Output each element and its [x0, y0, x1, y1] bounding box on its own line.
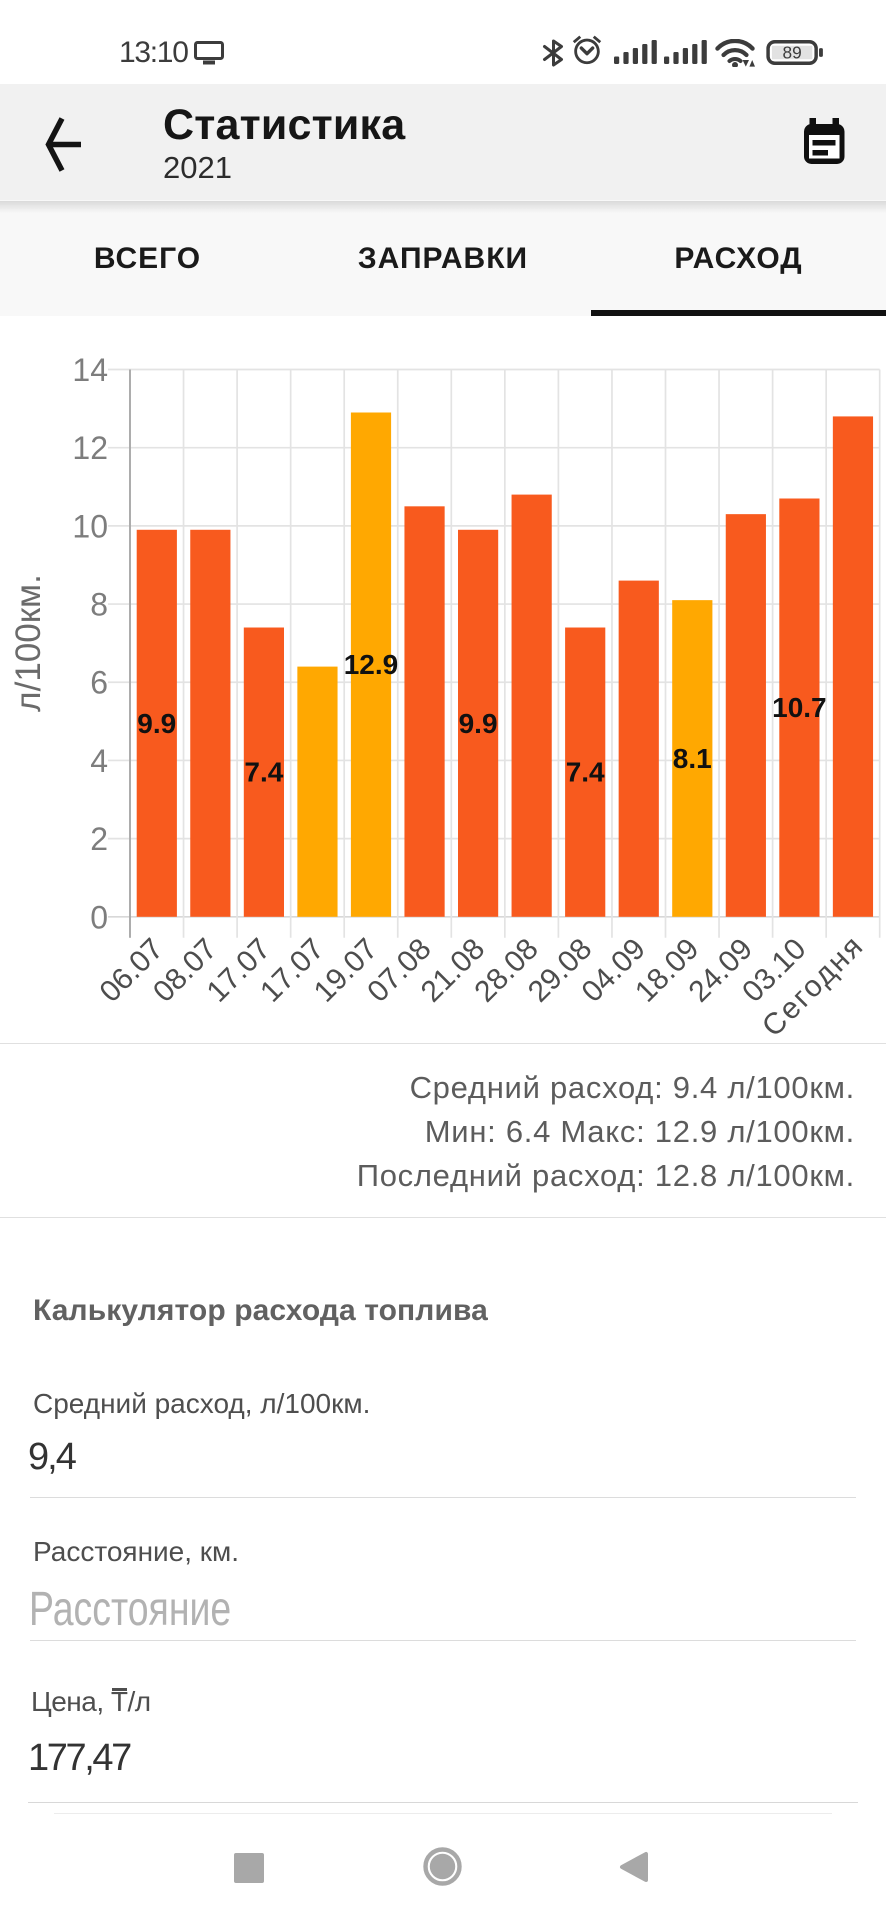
svg-text:12.9: 12.9 — [344, 649, 399, 680]
svg-text:89: 89 — [782, 42, 801, 62]
svg-text:0: 0 — [90, 899, 108, 935]
svg-text:л/100км.: л/100км. — [9, 574, 48, 712]
svg-text:8.1: 8.1 — [673, 743, 712, 774]
svg-text:12: 12 — [72, 430, 108, 466]
svg-text:4: 4 — [90, 743, 108, 779]
svg-text:9.9: 9.9 — [137, 708, 176, 739]
svg-text:2: 2 — [90, 821, 108, 857]
svg-text:8: 8 — [90, 587, 108, 623]
svg-text:9.9: 9.9 — [459, 708, 498, 739]
svg-text:7.4: 7.4 — [244, 757, 283, 788]
svg-text:10: 10 — [72, 508, 108, 544]
svg-text:6: 6 — [90, 665, 108, 701]
svg-text:7.4: 7.4 — [566, 757, 605, 788]
svg-text:10.7: 10.7 — [772, 692, 827, 723]
svg-text:14: 14 — [72, 352, 108, 388]
